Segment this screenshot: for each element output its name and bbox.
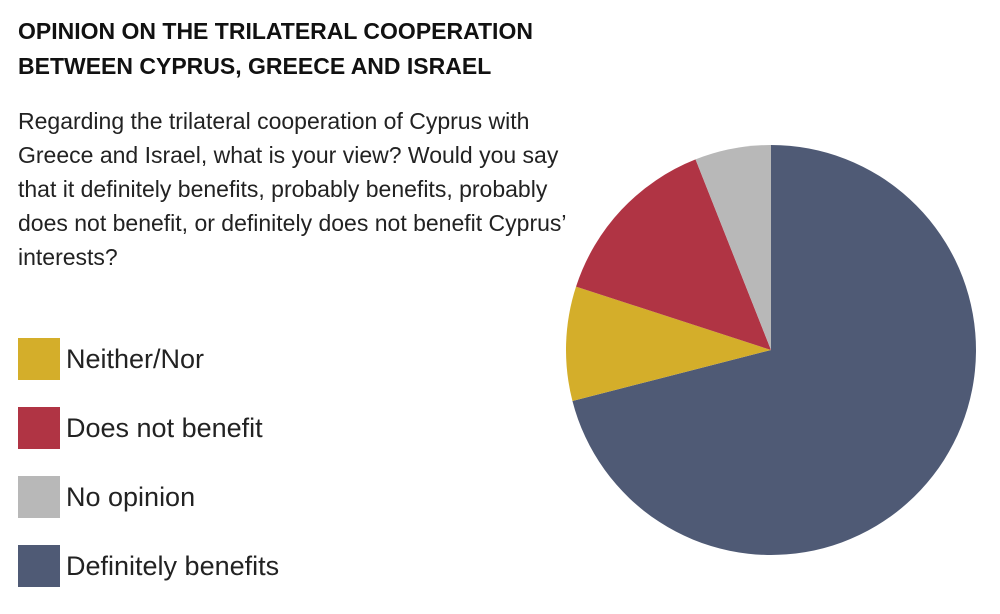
legend-swatch bbox=[18, 407, 60, 449]
pie-slice bbox=[565, 286, 771, 401]
legend-label: No opinion bbox=[66, 481, 196, 512]
legend-label: Definitely benefits bbox=[66, 550, 280, 581]
page: OPINION ON THE TRILATERAL COOPERATION BE… bbox=[18, 18, 976, 587]
legend-swatch bbox=[18, 476, 60, 518]
chart-title: OPINION ON THE TRILATERAL COOPERATION BE… bbox=[18, 18, 533, 79]
legend: Neither/Nor Does not benefit No opinion Def… bbox=[18, 338, 279, 614]
chart-subtitle: Regarding the trilateral cooperation of … bbox=[18, 108, 566, 270]
legend-label: Does not benefit bbox=[66, 412, 263, 443]
legend-swatch bbox=[18, 338, 60, 380]
legend-label: Neither/Nor bbox=[66, 343, 205, 374]
legend-item: No opinion bbox=[18, 476, 279, 518]
pie-slice bbox=[572, 145, 976, 555]
legend-item: Neither/Nor bbox=[18, 338, 279, 380]
legend-item: Definitely benefits bbox=[18, 545, 279, 587]
legend-item: Does not benefit bbox=[18, 407, 279, 449]
pie-slice bbox=[576, 159, 771, 350]
chart bbox=[565, 145, 976, 555]
pie-slice bbox=[695, 145, 771, 350]
legend-swatch bbox=[18, 545, 60, 587]
